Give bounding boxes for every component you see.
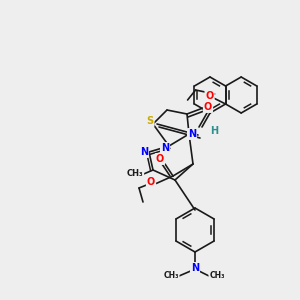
Text: N: N [191, 263, 199, 273]
Text: O: O [206, 91, 214, 101]
Text: H: H [210, 126, 218, 136]
Text: S: S [146, 116, 154, 126]
Text: N: N [188, 129, 196, 139]
Text: N: N [140, 147, 148, 157]
Text: O: O [204, 102, 212, 112]
Text: O: O [156, 154, 164, 164]
Text: CH₃: CH₃ [163, 272, 179, 280]
Text: CH₃: CH₃ [209, 272, 225, 280]
Text: CH₃: CH₃ [127, 169, 143, 178]
Text: N: N [161, 143, 169, 153]
Text: O: O [147, 177, 155, 187]
